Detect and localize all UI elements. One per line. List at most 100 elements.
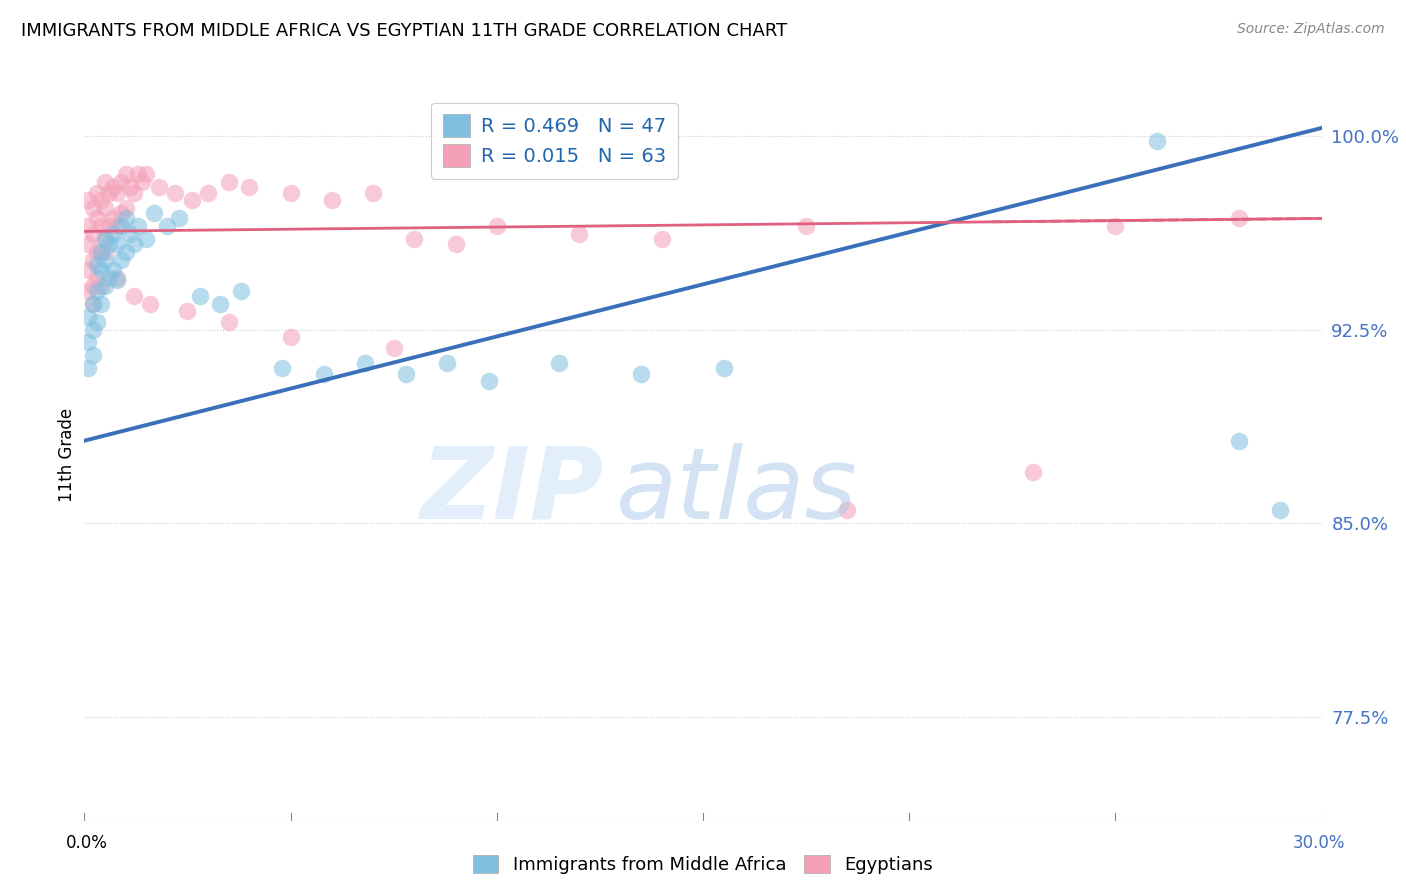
Point <box>122 186 145 200</box>
Point <box>90 278 112 293</box>
Point <box>382 341 405 355</box>
Point <box>114 201 136 215</box>
Point <box>94 245 117 260</box>
Point <box>122 289 145 303</box>
Point <box>1270 503 1292 517</box>
Point <box>176 304 198 318</box>
Point <box>77 194 100 208</box>
Point <box>568 227 591 241</box>
Point <box>110 219 132 234</box>
Point <box>82 296 104 310</box>
Point <box>110 206 132 220</box>
Point <box>103 180 125 194</box>
Point <box>271 361 294 376</box>
Text: ZIP: ZIP <box>420 443 605 540</box>
Point <box>86 315 108 329</box>
Point <box>1146 134 1168 148</box>
Legend: Immigrants from Middle Africa, Egyptians: Immigrants from Middle Africa, Egyptians <box>465 847 941 881</box>
Point <box>77 310 100 324</box>
Point <box>105 237 128 252</box>
Point <box>86 186 108 200</box>
Point <box>98 237 121 252</box>
Point <box>114 245 136 260</box>
Point <box>105 186 128 200</box>
Point <box>77 284 100 298</box>
Point <box>86 258 108 272</box>
Point <box>404 232 426 246</box>
Point <box>110 252 132 267</box>
Point <box>86 245 108 260</box>
Y-axis label: 11th Grade: 11th Grade <box>58 408 76 502</box>
Point <box>86 284 108 298</box>
Point <box>110 175 132 189</box>
Point <box>395 367 418 381</box>
Point <box>280 330 302 344</box>
Point <box>837 503 859 517</box>
Text: atlas: atlas <box>616 443 858 540</box>
Point <box>94 175 117 189</box>
Point <box>353 356 375 370</box>
Point <box>139 296 162 310</box>
Point <box>82 322 104 336</box>
Point <box>1227 211 1250 226</box>
Point <box>218 175 240 189</box>
Point <box>82 252 104 267</box>
Point <box>90 245 112 260</box>
Point <box>90 263 112 277</box>
Point <box>361 186 384 200</box>
Text: 0.0%: 0.0% <box>66 834 108 852</box>
Point <box>86 271 108 285</box>
Text: IMMIGRANTS FROM MIDDLE AFRICA VS EGYPTIAN 11TH GRADE CORRELATION CHART: IMMIGRANTS FROM MIDDLE AFRICA VS EGYPTIA… <box>21 22 787 40</box>
Point <box>143 206 166 220</box>
Point <box>630 367 652 381</box>
Point <box>90 296 112 310</box>
Point <box>77 335 100 350</box>
Point <box>197 186 219 200</box>
Point <box>167 211 190 226</box>
Point <box>127 168 149 182</box>
Point <box>103 263 125 277</box>
Point <box>321 194 343 208</box>
Point <box>118 227 141 241</box>
Point <box>127 219 149 234</box>
Point <box>1022 465 1045 479</box>
Point <box>90 194 112 208</box>
Point <box>148 180 170 194</box>
Point <box>86 211 108 226</box>
Point <box>135 168 157 182</box>
Point <box>794 219 817 234</box>
Text: 30.0%: 30.0% <box>1292 834 1346 852</box>
Point <box>98 271 121 285</box>
Point <box>105 219 128 234</box>
Point <box>165 186 187 200</box>
Point <box>90 219 112 234</box>
Point <box>713 361 735 376</box>
Point <box>218 315 240 329</box>
Point <box>82 201 104 215</box>
Point <box>131 175 153 189</box>
Text: Source: ZipAtlas.com: Source: ZipAtlas.com <box>1237 22 1385 37</box>
Point <box>209 296 232 310</box>
Point <box>77 219 100 234</box>
Legend: R = 0.469   N = 47, R = 0.015   N = 63: R = 0.469 N = 47, R = 0.015 N = 63 <box>430 103 678 178</box>
Point <box>229 284 252 298</box>
Point <box>485 219 508 234</box>
Point <box>94 252 117 267</box>
Point <box>103 211 125 226</box>
Point <box>94 278 117 293</box>
Point <box>118 180 141 194</box>
Point <box>444 237 467 252</box>
Point <box>82 348 104 362</box>
Point <box>135 232 157 246</box>
Point <box>105 273 128 287</box>
Point <box>180 194 202 208</box>
Point <box>94 232 117 246</box>
Point <box>77 237 100 252</box>
Point <box>280 186 302 200</box>
Point <box>105 271 128 285</box>
Point <box>312 367 335 381</box>
Point <box>477 374 499 388</box>
Point <box>90 245 112 260</box>
Point <box>77 263 100 277</box>
Point <box>1227 434 1250 448</box>
